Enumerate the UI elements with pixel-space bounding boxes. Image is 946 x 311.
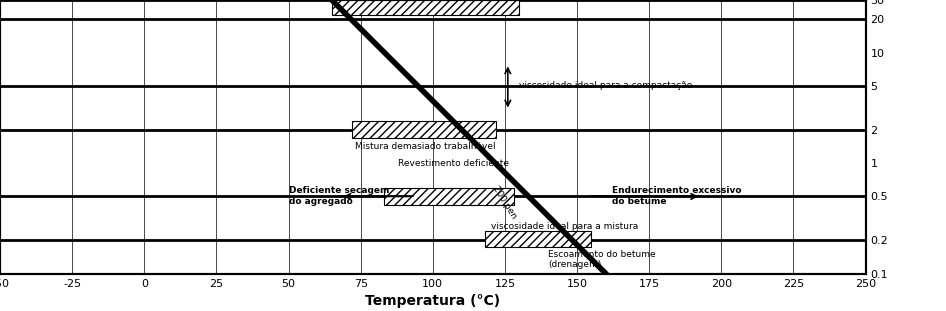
Bar xyxy=(352,121,497,138)
Text: viscosidade ideal para a mistura: viscosidade ideal para a mistura xyxy=(491,222,638,231)
Text: Endurecimento excessivo
do betume: Endurecimento excessivo do betume xyxy=(612,186,741,206)
Text: Deficiente secagem
do agregado: Deficiente secagem do agregado xyxy=(289,186,389,206)
Text: viscosidade ideal para a compactação: viscosidade ideal para a compactação xyxy=(519,81,692,91)
Bar xyxy=(384,188,514,205)
Text: 200 pen: 200 pen xyxy=(491,184,517,221)
Bar xyxy=(332,0,519,15)
Text: Escoamento do betume
(drenagem): Escoamento do betume (drenagem) xyxy=(549,250,656,269)
X-axis label: Temperatura (°C): Temperatura (°C) xyxy=(365,294,500,308)
Bar xyxy=(484,231,591,247)
Text: Mistura demasiado trabalhável: Mistura demasiado trabalhável xyxy=(355,142,496,151)
Text: Revestimento deficiente: Revestimento deficiente xyxy=(398,159,509,168)
